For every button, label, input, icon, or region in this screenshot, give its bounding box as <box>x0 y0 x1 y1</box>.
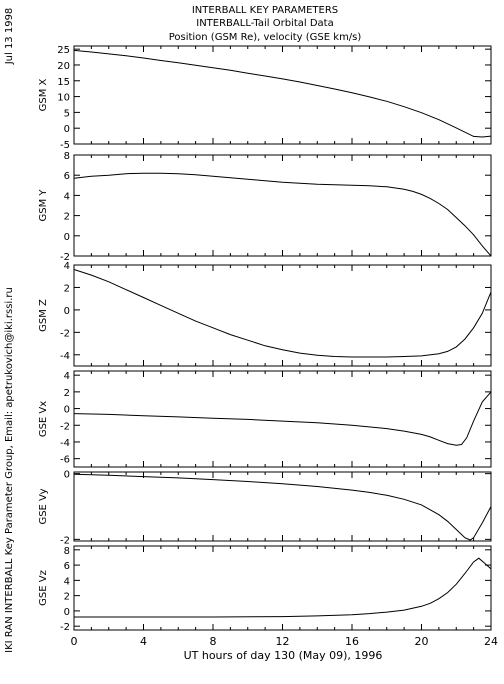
panel-frame <box>73 45 492 145</box>
panel-gsm-y: -2 0 2 4 6 8 GSM Y <box>38 151 492 263</box>
x-tick-label: 16 <box>345 635 359 648</box>
y-tick-label: 25 <box>57 45 70 56</box>
y-tick-label: 6 <box>64 171 70 182</box>
panel-gse-vx: -6 -4 -2 0 2 4 GSE Vx <box>38 370 492 468</box>
y-tick-label: 8 <box>64 151 70 162</box>
y-tick-label: -4 <box>60 351 70 362</box>
title-line-1: INTERBALL KEY PARAMETERS <box>192 5 338 16</box>
panel-frame <box>73 264 492 367</box>
y-tick-label: 0 <box>64 232 70 243</box>
y-axis-label: GSE Vz <box>38 570 49 606</box>
panel-gse-vz: -2 0 2 4 6 8 GSE Vz <box>38 545 492 633</box>
y-tick-label: -4 <box>60 438 70 449</box>
series-line-gse-vz <box>74 557 492 618</box>
y-tick-label: 4 <box>64 576 70 587</box>
y-tick-label: -2 <box>60 421 70 432</box>
y-axis-label: GSE Vy <box>38 488 49 524</box>
panel-gsm-z: -4 -2 0 2 4 GSM Z <box>38 261 492 367</box>
y-tick-label: 4 <box>64 191 70 202</box>
x-axis: 0 4 8 12 16 20 24 <box>71 635 499 648</box>
y-tick-label: 15 <box>57 77 70 88</box>
y-tick-label: 8 <box>64 546 70 557</box>
y-tick-label: 20 <box>57 61 70 72</box>
series-line-gsm-y <box>73 172 492 257</box>
y-tick-label: -6 <box>60 455 70 466</box>
y-tick-label: 2 <box>64 388 70 399</box>
date-stamp: Jul 13 1998 <box>4 8 15 66</box>
y-tick-label: -5 <box>60 140 70 151</box>
y-tick-label: 2 <box>64 212 70 223</box>
y-axis-label: GSM X <box>38 78 49 111</box>
title-line-2: INTERBALL-Tail Orbital Data <box>196 18 333 29</box>
y-tick-label: 4 <box>64 261 70 272</box>
panel-gsm-x: -5 0 5 10 15 20 25 GSM X <box>38 45 492 151</box>
y-tick-label: 6 <box>64 561 70 572</box>
x-axis-label: UT hours of day 130 (May 09), 1996 <box>184 649 383 662</box>
title-line-3: Position (GSM Re), velocity (GSE km/s) <box>169 32 362 43</box>
x-tick-label: 12 <box>276 635 290 648</box>
x-tick-label: 24 <box>484 635 498 648</box>
credit-text: IKI RAN INTERBALL Key Parameter Group, E… <box>4 287 15 653</box>
x-tick-label: 20 <box>415 635 429 648</box>
series-line-gse-vy <box>73 473 492 541</box>
y-tick-label: 0 <box>64 470 70 481</box>
y-tick-label: 2 <box>64 592 70 603</box>
y-tick-label: 10 <box>57 93 70 104</box>
y-axis-label: GSE Vx <box>38 401 49 437</box>
y-tick-label: 0 <box>64 405 70 416</box>
y-tick-label: 2 <box>64 283 70 294</box>
series-line-gsm-z <box>73 269 492 358</box>
y-tick-label: 0 <box>64 124 70 135</box>
y-axis-label: GSM Z <box>38 299 49 332</box>
x-tick-label: 8 <box>210 635 217 648</box>
panel-frame <box>73 370 492 468</box>
x-tick-label: 4 <box>140 635 147 648</box>
y-tick-label: 4 <box>64 371 70 382</box>
series-line-gse-vx <box>73 391 492 446</box>
x-tick-label: 0 <box>71 635 78 648</box>
series-line-gsm-x <box>73 49 492 138</box>
y-tick-label: 0 <box>64 607 70 618</box>
y-tick-label: -2 <box>60 622 70 633</box>
y-tick-label: -2 <box>60 252 70 263</box>
y-tick-label: 5 <box>64 108 70 119</box>
panel-gse-vy: -2 0 GSE Vy <box>38 470 492 546</box>
y-tick-label: -2 <box>60 328 70 339</box>
panel-frame <box>73 154 492 257</box>
y-tick-label: 0 <box>64 306 70 317</box>
panel-frame <box>73 471 492 542</box>
y-tick-label: -2 <box>60 535 70 546</box>
y-axis-label: GSM Y <box>38 189 49 222</box>
